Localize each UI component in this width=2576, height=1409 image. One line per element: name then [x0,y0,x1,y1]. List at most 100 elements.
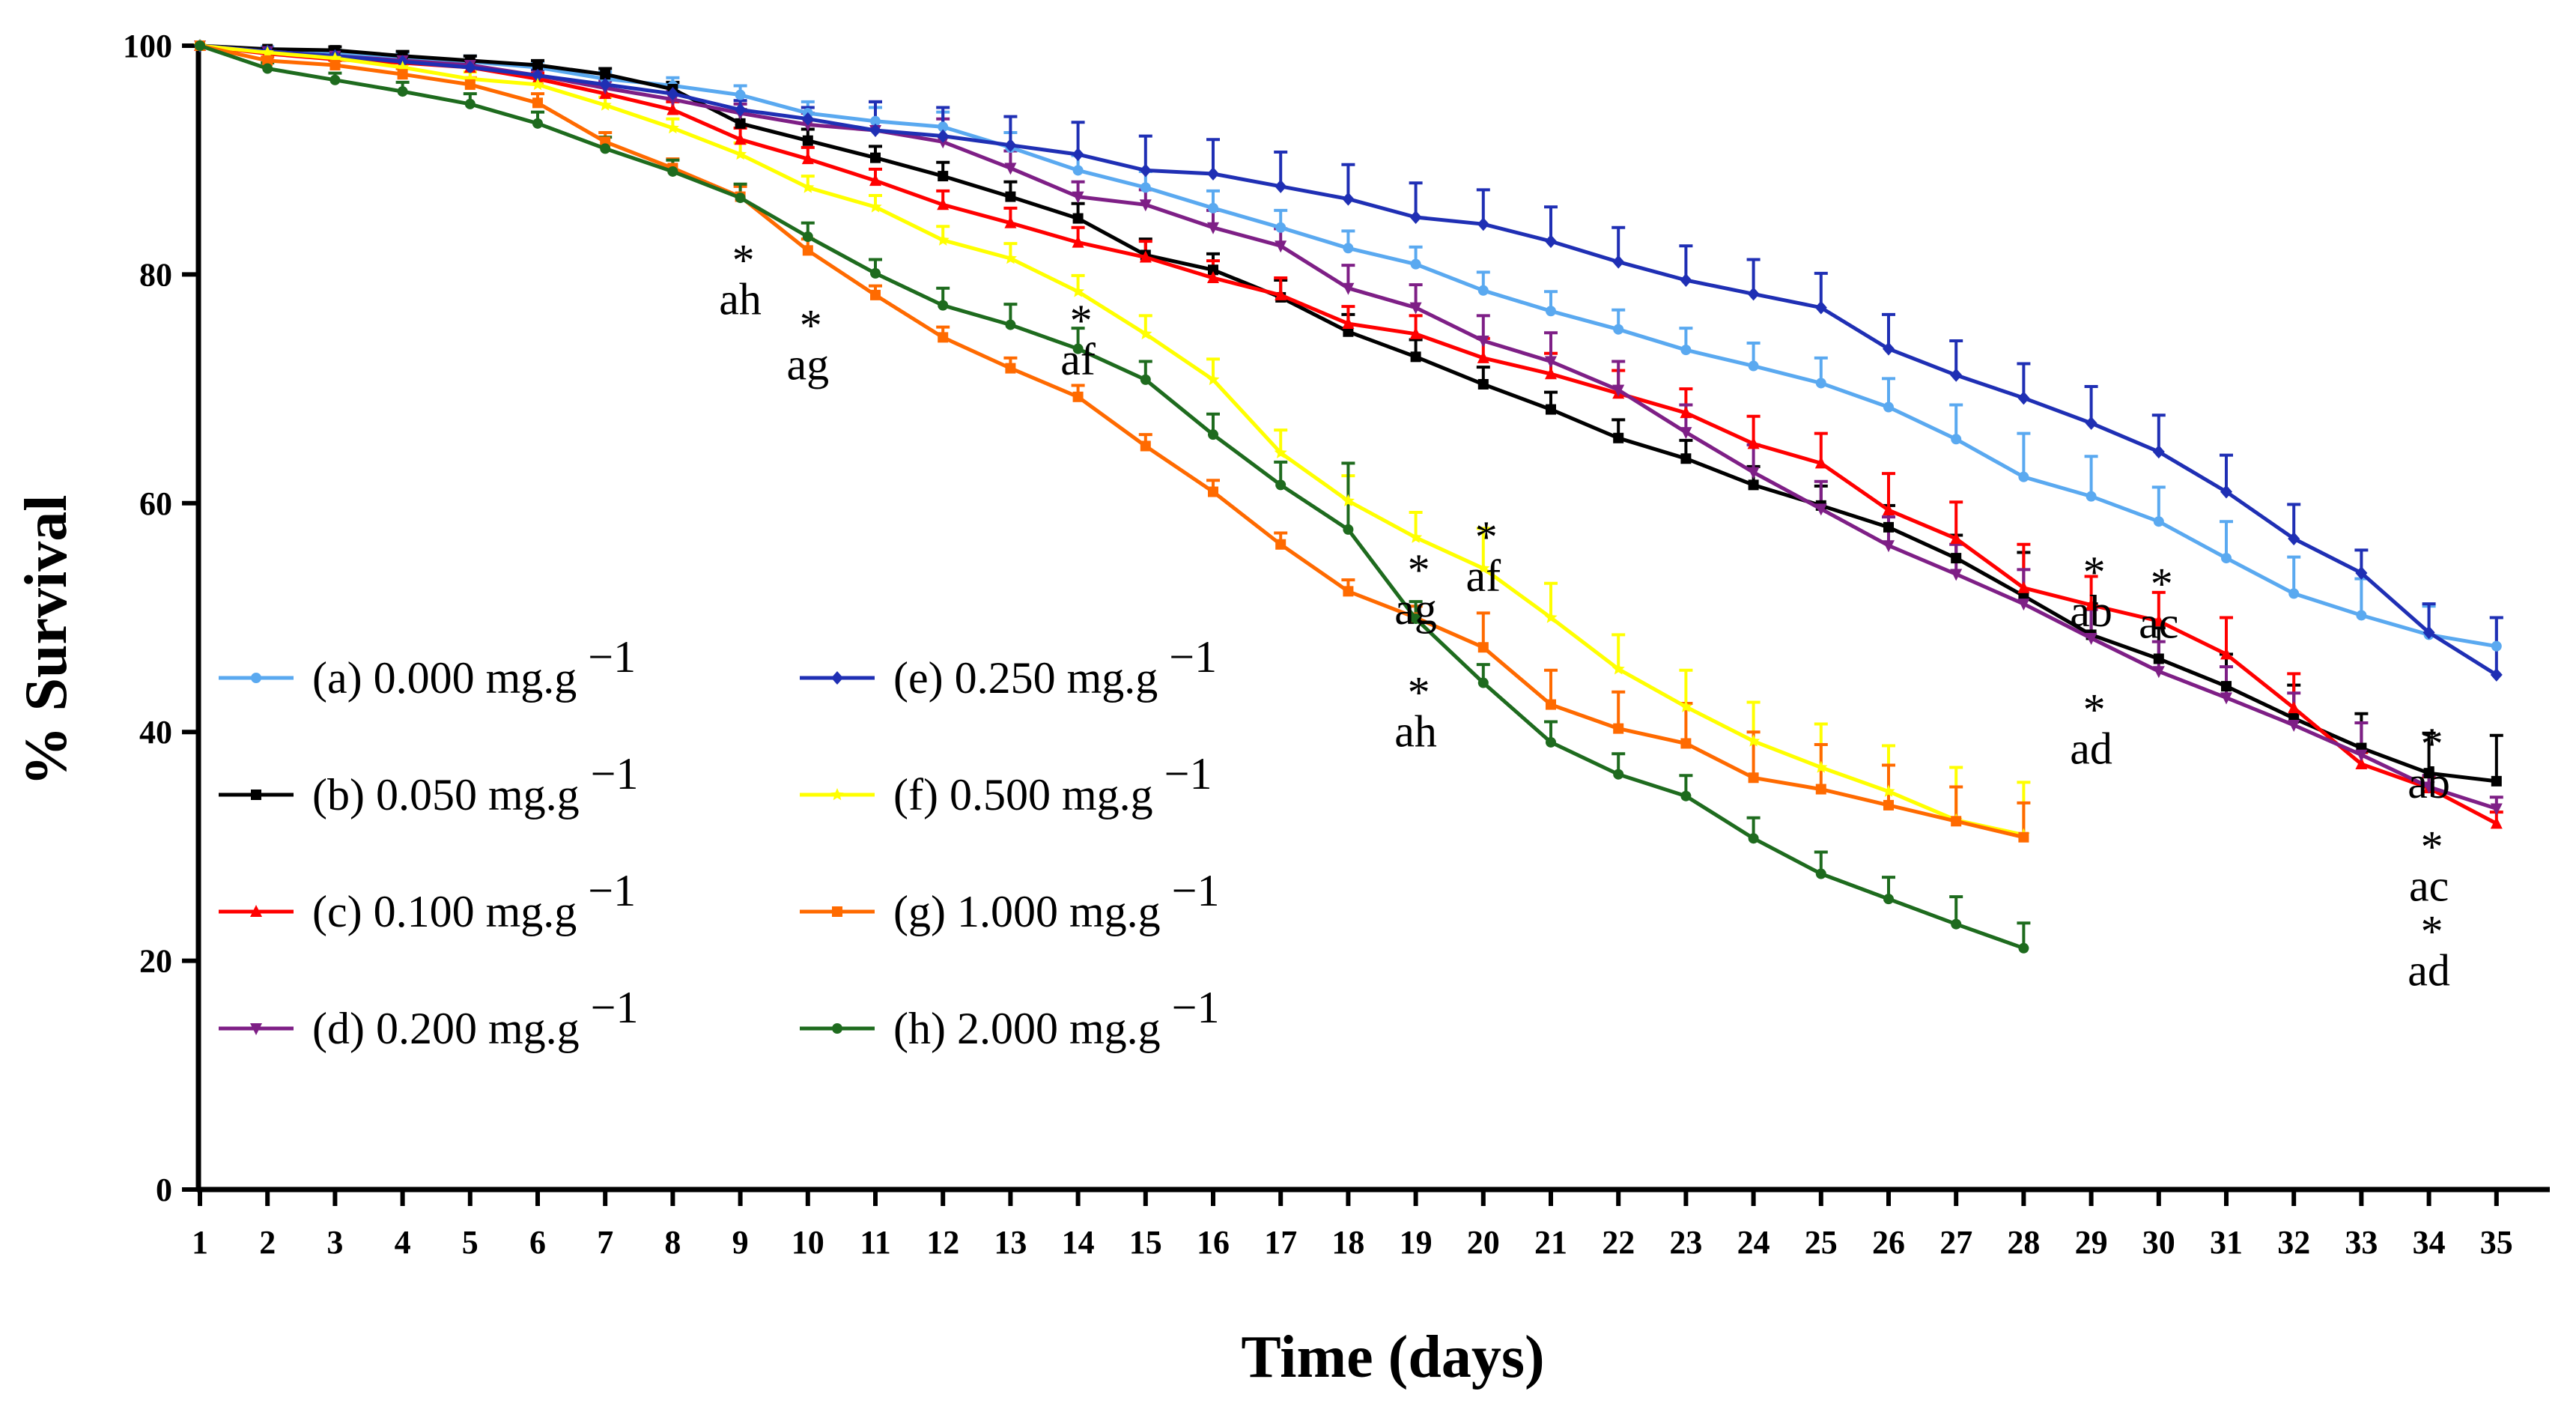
y-tick-label: 40 [139,714,172,751]
data-point [831,671,843,685]
data-point [1072,148,1084,162]
significance-annotation: *ad [2070,685,2112,773]
legend-item-a: (a) 0.000 mg.g −1 [219,632,636,703]
legend-label-exponent: −1 [591,749,639,799]
data-point [250,905,262,917]
data-point [1612,255,1625,269]
x-tick-label: 13 [994,1224,1027,1261]
data-point [1613,723,1624,734]
x-tick-label: 5 [462,1224,479,1261]
data-point [397,86,408,97]
data-point [937,198,950,210]
data-point [1883,402,1894,413]
data-point [1072,285,1085,297]
significance-annotation: *ah [1394,668,1437,757]
x-tick-label: 6 [529,1224,546,1261]
annotation-star: * [800,300,822,350]
data-point [532,97,543,109]
legend-item-e: (e) 0.250 mg.g −1 [800,632,1217,703]
legend-label: (d) 0.200 mg.g [312,1004,580,1053]
data-point [1139,327,1152,340]
x-tick-label: 16 [1197,1224,1230,1261]
data-point [2085,416,2097,430]
x-tick-label: 35 [2480,1224,2513,1261]
data-point [2086,491,2097,502]
data-point [1477,677,1489,688]
significance-annotation: *ab [2070,548,2112,636]
data-point [870,152,881,163]
data-point [802,231,813,243]
data-point [329,59,341,70]
x-tick-label: 8 [664,1224,681,1261]
data-point [1680,406,1692,419]
data-point [329,74,341,85]
data-point [1275,240,1287,253]
series-line [199,43,2497,649]
y-axis-title: % Survival [13,495,79,787]
data-point [1613,432,1624,443]
annotation-label: ah [719,274,762,324]
x-tick-label: 1 [192,1224,208,1261]
data-point [1477,217,1489,231]
data-point [1477,285,1489,296]
x-tick-label: 23 [1669,1224,1702,1261]
data-point [1072,343,1084,354]
annotation-star: * [1070,296,1093,345]
data-point [532,118,543,129]
data-point [734,148,747,160]
data-point [936,233,950,246]
y-tick-label: 60 [139,485,172,522]
data-point [1140,182,1151,193]
data-point [1679,700,1692,712]
data-point [2220,692,2232,705]
x-tick-label: 24 [1737,1224,1770,1261]
data-point [938,300,949,311]
data-point [801,181,815,193]
legend-label-exponent: −1 [1172,866,1220,915]
series-line [199,43,2025,951]
data-point [1612,384,1625,397]
data-point [1680,453,1692,464]
data-point [1951,816,1962,827]
data-point [195,40,205,51]
data-point [735,118,746,129]
data-point [1680,738,1692,749]
x-tick-label: 34 [2413,1224,2446,1261]
data-point [801,112,814,126]
data-point [262,63,273,74]
data-point [1950,569,1963,581]
y-tick-label: 0 [156,1172,172,1208]
annotation-label: ad [2408,946,2450,996]
data-point [1815,868,1826,879]
data-point [1611,662,1625,675]
data-point [1613,324,1624,335]
data-point [1072,213,1084,224]
data-point [262,55,273,66]
error-bars-c [261,49,2503,824]
data-point [2153,516,2164,527]
data-point [1410,613,1421,625]
legend-label: (a) 0.000 mg.g [312,653,577,703]
x-tick-label: 14 [1062,1224,1095,1261]
significance-annotation: *ag [786,300,829,389]
data-point [1208,264,1218,276]
x-tick-label: 9 [732,1224,749,1261]
legend-label-exponent: −1 [591,983,639,1032]
data-point [2152,445,2165,459]
data-point [2153,653,2164,664]
data-point [1003,252,1017,264]
data-point [802,245,813,256]
data-point [666,121,679,134]
x-tick-label: 12 [926,1224,959,1261]
data-point [1409,302,1422,315]
annotation-star: * [2421,719,2443,769]
data-point [2422,625,2435,640]
data-point [1477,351,1489,363]
legend-label-exponent: −1 [1164,749,1212,799]
data-point [938,171,949,182]
annotation-label: af [1465,551,1501,601]
data-point [1748,833,1759,844]
data-point [2491,775,2502,787]
annotation-star: * [2083,548,2106,597]
x-tick-label: 2 [259,1224,276,1261]
